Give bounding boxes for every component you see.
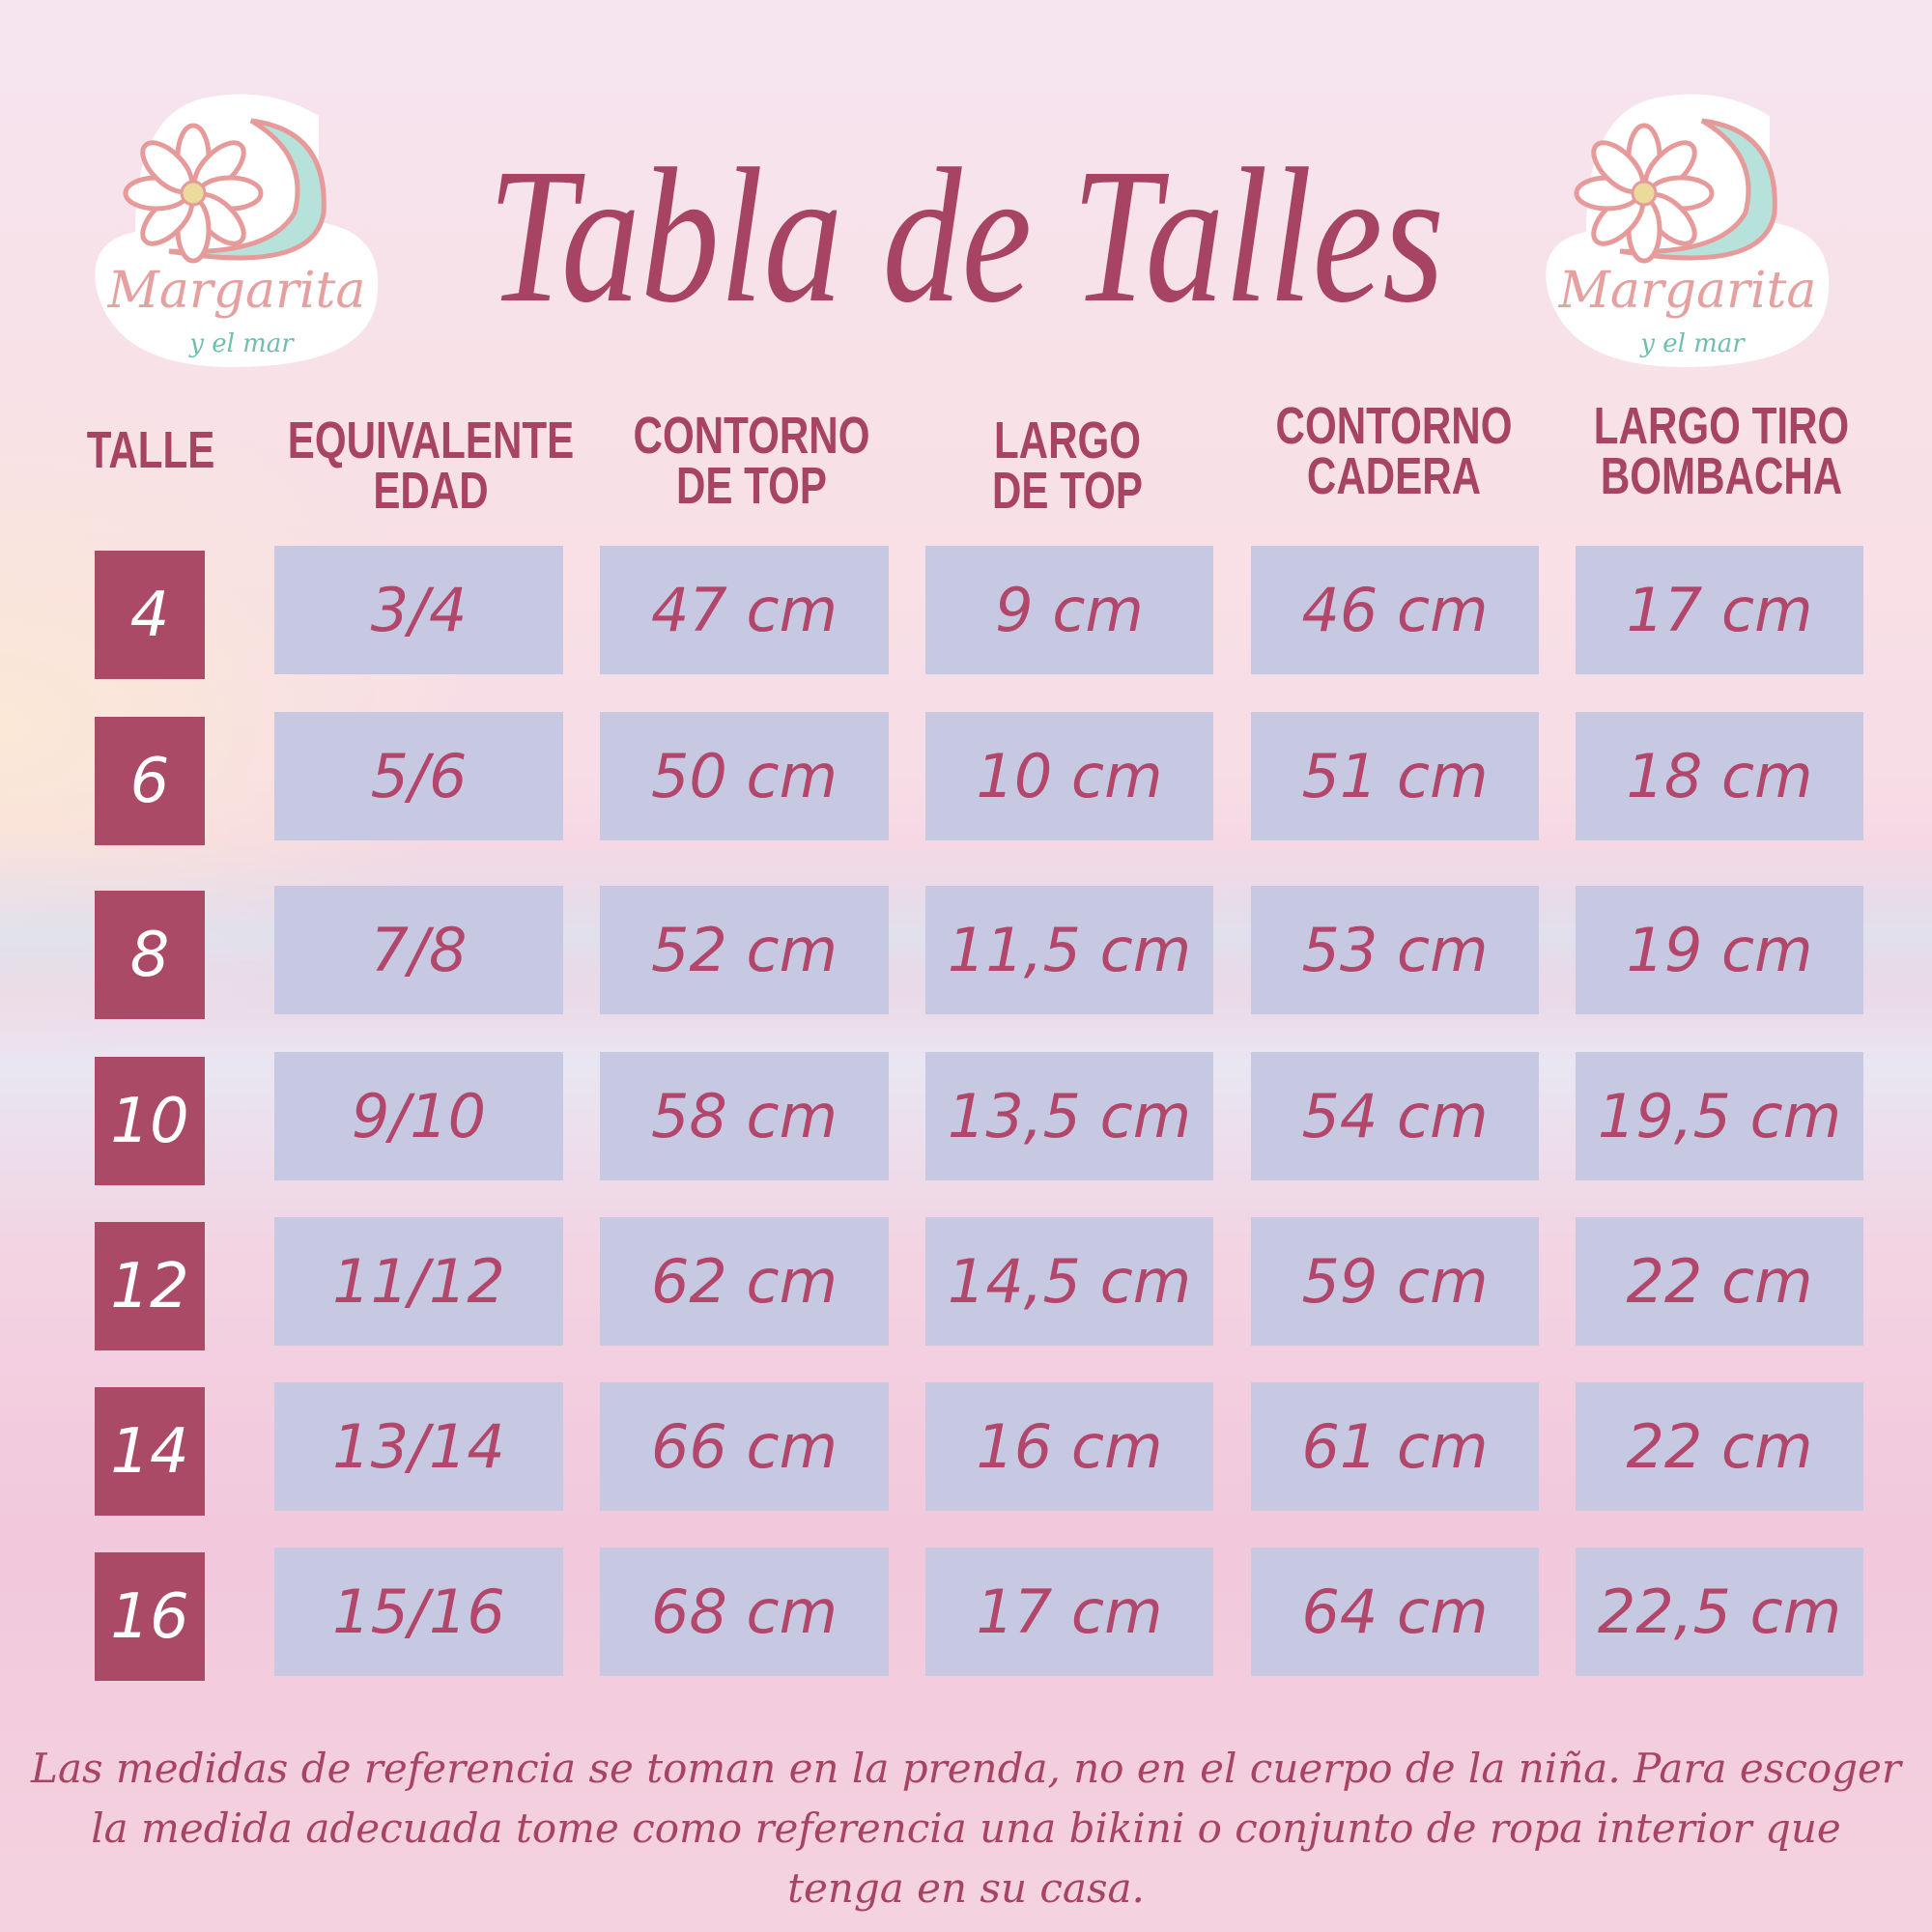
logo-text: Margarita (1558, 262, 1817, 320)
cell-contorno-top: 52 cm (600, 886, 889, 1014)
cell-edad: 9/10 (274, 1052, 563, 1180)
column-header: CONTORNO CADERA (1275, 397, 1513, 505)
logo-tagline: y el mar (1639, 329, 1746, 358)
talle-badge: 14 (95, 1387, 205, 1516)
cell-largo-top: 16 cm (925, 1382, 1213, 1511)
column-header: CONTORNO DE TOP (633, 407, 870, 515)
talle-badge: 6 (95, 717, 205, 845)
cell-tiro: 22 cm (1576, 1217, 1863, 1346)
cell-cadera: 54 cm (1251, 1052, 1539, 1180)
column-header: EQUIVALENTE EDAD (287, 412, 575, 520)
cell-cadera: 53 cm (1251, 886, 1539, 1014)
footer-note: Las medidas de referencia se toman en la… (31, 1745, 1901, 1912)
cell-tiro: 17 cm (1576, 546, 1863, 674)
cell-edad: 11/12 (274, 1217, 563, 1346)
cell-cadera: 59 cm (1251, 1217, 1539, 1346)
logo-text: Margarita (107, 262, 366, 320)
cell-tiro: 22 cm (1576, 1382, 1863, 1511)
cell-cadera: 51 cm (1251, 712, 1539, 840)
cell-contorno-top: 62 cm (600, 1217, 889, 1346)
cell-largo-top: 14,5 cm (925, 1217, 1213, 1346)
cell-contorno-top: 58 cm (600, 1052, 889, 1180)
title-area: Tabla de Talles (0, 135, 1932, 338)
column-header: TALLE (86, 421, 215, 479)
column-header: LARGO TIRO BOMBACHA (1593, 397, 1850, 505)
cell-edad: 7/8 (274, 886, 563, 1014)
talle-badge: 12 (95, 1222, 205, 1350)
page-title: Tabla de Talles (487, 129, 1445, 343)
cell-edad: 3/4 (274, 546, 563, 674)
cell-cadera: 61 cm (1251, 1382, 1539, 1511)
cell-largo-top: 17 cm (925, 1548, 1213, 1676)
cell-largo-top: 11,5 cm (925, 886, 1213, 1014)
talle-badge: 8 (95, 891, 205, 1019)
logo-tagline: y el mar (188, 329, 295, 358)
cell-edad: 13/14 (274, 1382, 563, 1511)
brand-logo-left: Margarita y el mar (95, 94, 379, 367)
cell-tiro: 22,5 cm (1576, 1548, 1863, 1676)
cell-tiro: 18 cm (1576, 712, 1863, 840)
cell-contorno-top: 66 cm (600, 1382, 889, 1511)
cell-cadera: 64 cm (1251, 1548, 1539, 1676)
column-header: LARGO DE TOP (991, 412, 1144, 520)
cell-tiro: 19 cm (1576, 886, 1863, 1014)
talle-badge: 10 (95, 1057, 205, 1185)
talle-badge: 4 (95, 551, 205, 679)
cell-contorno-top: 68 cm (600, 1548, 889, 1676)
cell-largo-top: 10 cm (925, 712, 1213, 840)
cell-contorno-top: 47 cm (600, 546, 889, 674)
cell-edad: 15/16 (274, 1548, 563, 1676)
cell-edad: 5/6 (274, 712, 563, 840)
talle-badge: 16 (95, 1552, 205, 1681)
brand-logo-right: Margarita y el mar (1546, 94, 1830, 367)
cell-cadera: 46 cm (1251, 546, 1539, 674)
cell-contorno-top: 50 cm (600, 712, 889, 840)
cell-largo-top: 9 cm (925, 546, 1213, 674)
cell-tiro: 19,5 cm (1576, 1052, 1863, 1180)
cell-largo-top: 13,5 cm (925, 1052, 1213, 1180)
